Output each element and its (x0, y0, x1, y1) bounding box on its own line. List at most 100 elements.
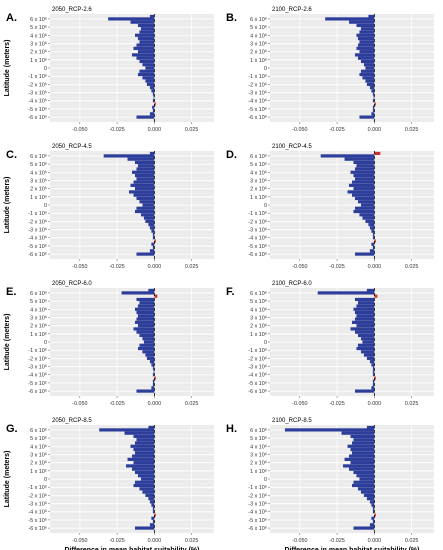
x-tick-label: 0.025 (405, 401, 419, 407)
panel-letter: G. (6, 423, 18, 435)
bar (349, 454, 375, 458)
bar (353, 173, 375, 178)
bar (143, 340, 155, 344)
x-tick-label: 0.000 (368, 264, 382, 270)
bar (354, 252, 375, 256)
bar (372, 506, 375, 511)
bar (143, 216, 155, 220)
bar (152, 382, 155, 387)
bar (372, 99, 375, 103)
y-tick-label: 2 x 10⁶ (250, 187, 267, 193)
x-tick-label: -0.025 (109, 127, 124, 133)
x-tick-label: -0.050 (72, 538, 87, 544)
bar (136, 310, 155, 315)
y-tick-label: 3 x 10⁶ (30, 41, 47, 47)
bar (359, 72, 375, 77)
bar (134, 160, 155, 165)
bar (360, 59, 375, 64)
bar (152, 519, 155, 524)
bar (371, 242, 375, 246)
bar (149, 112, 155, 116)
bar (362, 340, 375, 344)
y-tick-label: -6 x 10⁶ (28, 252, 47, 258)
y-tick-label: 0 (264, 340, 267, 346)
bar (369, 86, 375, 90)
bar (153, 369, 155, 374)
bar (134, 470, 155, 475)
y-tick-label: -1 x 10⁶ (28, 485, 47, 491)
y-tick-label: 6 x 10⁶ (30, 17, 47, 23)
bar (137, 346, 155, 351)
y-tick-label: -6 x 10⁶ (248, 252, 267, 258)
bar (142, 350, 155, 354)
y-tick-label: 5 x 10⁶ (250, 436, 267, 442)
bar (371, 386, 375, 390)
bar (133, 461, 155, 465)
x-tick-label: 0.025 (185, 264, 199, 270)
bar (132, 467, 155, 471)
bar (353, 209, 375, 214)
bar (353, 438, 375, 442)
bar (154, 294, 158, 298)
bar (357, 301, 375, 305)
bar (134, 209, 155, 214)
bar (148, 223, 155, 227)
bar (372, 369, 375, 374)
x-tick-label: -0.025 (109, 264, 124, 270)
x-tick-label: -0.025 (329, 127, 344, 133)
y-axis-label: Latitude (meters) (4, 451, 11, 508)
bar (142, 76, 155, 80)
y-tick-label: 4 x 10⁶ (30, 444, 47, 450)
bar (139, 69, 155, 73)
bar (352, 193, 375, 197)
panel-title: 2050_RCP-2.6 (52, 7, 92, 13)
bar (368, 223, 375, 227)
panel: 6 x 10⁶ 5 x 10⁶ 4 x 10⁶ 3 x 10⁶ 2 x 10⁶ 1 x 1… (226, 144, 434, 270)
y-tick-label: 1 x 10⁶ (30, 195, 47, 201)
bar (366, 288, 375, 293)
bar (354, 310, 375, 315)
bar (363, 63, 375, 67)
bar (139, 40, 155, 44)
y-tick-label: 3 x 10⁶ (250, 41, 267, 47)
bar (366, 356, 375, 360)
x-tick-label: -0.025 (329, 401, 344, 407)
bar (136, 43, 155, 47)
bar (149, 360, 155, 364)
bar (344, 157, 375, 161)
bar (356, 314, 375, 318)
bar (350, 327, 375, 331)
y-tick-label: -1 x 10⁶ (248, 74, 267, 80)
y-tick-label: -2 x 10⁶ (248, 82, 267, 88)
bar (129, 190, 155, 194)
bar (133, 434, 155, 439)
bar (153, 95, 155, 100)
bar (133, 483, 155, 488)
bar (359, 213, 375, 217)
y-tick-label: 6 x 10⁶ (250, 154, 267, 160)
bar (374, 151, 381, 156)
bar (136, 206, 155, 210)
y-tick-label: -3 x 10⁶ (28, 365, 47, 371)
y-tick-label: 6 x 10⁶ (250, 428, 267, 434)
bar (137, 72, 155, 77)
bar (137, 50, 155, 54)
bar (352, 441, 375, 445)
bar (371, 89, 375, 93)
panel-title: 2100_RCP-6.0 (272, 281, 312, 287)
y-axis-label: Latitude (meters) (4, 314, 11, 371)
bar (357, 200, 375, 204)
panel-letter: D. (226, 149, 237, 161)
bar (352, 320, 375, 324)
bar (365, 219, 375, 223)
x-tick-label: 0.025 (405, 538, 419, 544)
bar (134, 320, 155, 324)
bar (152, 105, 155, 109)
y-tick-label: 1 x 10⁶ (250, 195, 267, 201)
y-tick-label: -4 x 10⁶ (248, 373, 267, 379)
y-tick-label: 0 (44, 477, 47, 483)
y-tick-label: 0 (44, 66, 47, 72)
bar (136, 196, 155, 201)
bar (151, 363, 155, 367)
bar (356, 346, 375, 351)
